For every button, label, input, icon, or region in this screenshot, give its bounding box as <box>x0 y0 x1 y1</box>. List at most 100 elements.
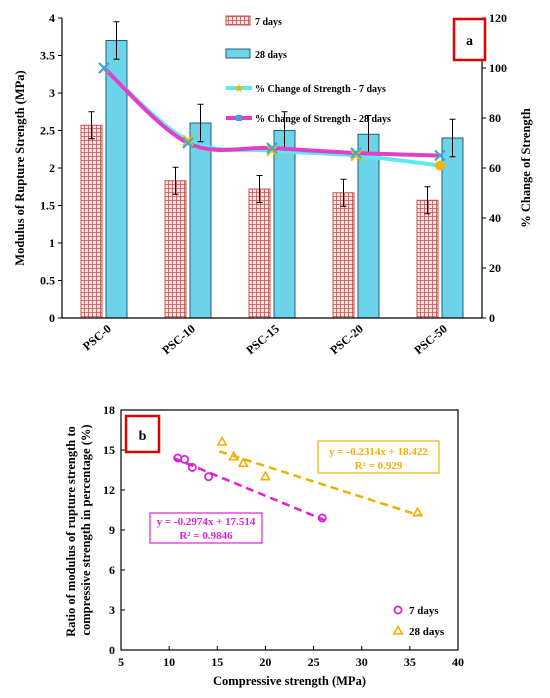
chart-b-trendlines <box>173 450 420 523</box>
chart-a-y-tick-label: 2.5 <box>40 124 55 138</box>
legend-marker-change-28days <box>236 115 242 121</box>
chart-a-y-tick-label: 3 <box>49 86 55 100</box>
chart-b-x-tick-label: 20 <box>259 655 271 669</box>
point-28days <box>411 506 424 517</box>
chart-a-x-tick-label: PSC-20 <box>327 322 366 358</box>
chart-b-eq-7days: y = -0.2974x + 17.514 <box>157 516 256 528</box>
chart-b-y-tick-label: 3 <box>109 603 115 617</box>
chart-a-x-tick-label: PSC-15 <box>243 322 282 358</box>
chart-a-legend: 7 days 28 days % Change of Strength - 7 da… <box>225 15 391 125</box>
chart-b: 0 3 6 9 12 15 18 5 10 15 20 25 30 35 40 Compressive s… <box>64 403 464 688</box>
chart-a-y-label: Modulus of Rupture Strength (MPa) <box>13 70 27 265</box>
chart-b-y-tick-label: 6 <box>109 563 115 577</box>
chart-a-x-ticks: PSC-0 PSC-10 PSC-15 PSC-20 PSC-50 <box>80 322 450 358</box>
chart-a-y2-ticks: 0 20 40 60 80 100 120 <box>482 11 507 325</box>
chart-b-eq-box-7days <box>149 512 263 544</box>
bar-7days <box>416 199 439 319</box>
legend-swatch-28days <box>225 48 251 59</box>
chart-b-panel-label-box <box>124 414 161 454</box>
chart-b-trendline-28days <box>218 450 420 517</box>
point-7days <box>187 462 197 472</box>
legend-marker-28days <box>392 624 404 635</box>
legend-label-7days: 7 days <box>409 605 439 617</box>
chart-a-y-tick-label: 1.5 <box>40 199 55 213</box>
legend-label-change-28days: % Change of Strength - 28 days <box>255 114 391 125</box>
chart-b-y-label: Ratio of modulus of rupture strength to … <box>64 423 93 637</box>
legend-swatch-7days <box>225 15 251 26</box>
marker-change-7days <box>266 144 278 157</box>
legend-label-28days: 28 days <box>255 50 287 61</box>
chart-a-x-tick-label: PSC-10 <box>159 322 198 358</box>
marker-change-28days <box>182 137 194 149</box>
chart-a-x-tick-label: PSC-50 <box>411 322 450 358</box>
chart-b-points <box>173 435 424 523</box>
chart-b-panel-label: b <box>139 429 147 444</box>
chart-b-x-ticks: 5 10 15 20 25 30 35 40 <box>118 646 464 669</box>
chart-a-y-tick-label: 1 <box>49 236 55 250</box>
bar-7days <box>332 192 355 319</box>
chart-b-r2-28days: R² = 0.929 <box>355 460 403 472</box>
chart-a-x-tick-label: PSC-0 <box>80 322 114 354</box>
chart-b-y-tick-label: 12 <box>103 483 115 497</box>
chart-b-y-ticks: 0 3 6 9 12 15 18 <box>103 403 125 657</box>
chart-a-lines <box>98 62 446 171</box>
chart-b-y-label-line-1: Ratio of modulus of rupture strength to <box>64 426 78 637</box>
chart-b-y-tick-label: 18 <box>103 403 115 417</box>
marker-change-7days <box>182 134 194 147</box>
chart-a-bars <box>80 21 464 319</box>
bar-7days <box>164 180 187 319</box>
chart-b-r2-7days: R² = 0.9846 <box>179 530 233 542</box>
chart-a-y-tick-label: 0 <box>49 311 55 325</box>
chart-b-y-tick-label: 9 <box>109 523 115 537</box>
chart-b-y-tick-label: 15 <box>103 443 115 457</box>
legend-label-28days: 28 days <box>409 626 445 638</box>
point-7days <box>204 472 214 482</box>
chart-b-x-tick-label: 30 <box>356 655 368 669</box>
bar-28days <box>357 133 380 319</box>
legend-marker-7days <box>393 605 403 615</box>
point-28days <box>216 435 228 446</box>
chart-a-y-tick-label: 4 <box>49 11 55 25</box>
chart-a-y-tick-label: 3.5 <box>40 49 55 63</box>
line-change-28days <box>102 66 441 158</box>
chart-a-y2-tick-label: 0 <box>489 311 495 325</box>
point-7days <box>180 454 190 464</box>
chart-a-panel-label-box <box>452 17 487 62</box>
chart-b-x-tick-label: 25 <box>308 655 320 669</box>
marker-change-28days <box>98 62 110 74</box>
chart-b-x-tick-label: 5 <box>118 655 124 669</box>
legend-marker-change-7days <box>234 84 244 92</box>
chart-a-y-ticks: 0 0.5 1 1.5 2 2.5 3 3.5 4 <box>40 11 62 325</box>
chart-b-x-label: Compressive strength (MPa) <box>213 674 366 688</box>
marker-change-28days <box>350 147 362 159</box>
chart-a-y2-tick-label: 20 <box>489 261 501 275</box>
chart-b-x-tick-label: 15 <box>211 655 223 669</box>
point-28days <box>237 457 249 468</box>
chart-a-panel-label: a <box>466 34 473 49</box>
marker-change-7days <box>435 160 445 171</box>
chart-b-x-tick-label: 10 <box>163 655 175 669</box>
point-28days <box>259 470 271 481</box>
bar-28days <box>189 122 212 319</box>
chart-b-eq-box-28days <box>317 440 440 474</box>
bar-7days <box>248 188 271 319</box>
chart-b-legend: 7 days 28 days <box>392 605 445 638</box>
legend-label-change-7days: % Change of Strength - 7 days <box>255 84 386 95</box>
chart-a-y2-tick-label: 60 <box>489 161 501 175</box>
chart-a-y2-label: % Change of Strength <box>519 108 533 228</box>
chart-a-y2-tick-label: 80 <box>489 111 501 125</box>
point-28days <box>228 450 240 461</box>
chart-b-eq-28days: y = -0.2314x + 18.422 <box>329 446 428 458</box>
chart-b-y-tick-label: 0 <box>109 643 115 657</box>
marker-change-7days <box>350 149 362 162</box>
chart-b-trendline-7days <box>173 456 329 523</box>
chart-a-y-tick-label: 0.5 <box>40 274 55 288</box>
chart-b-x-tick-label: 35 <box>404 655 416 669</box>
bar-7days <box>80 124 103 319</box>
marker-change-28days <box>434 149 446 162</box>
chart-a-y2-tick-label: 120 <box>489 11 507 25</box>
point-7days <box>317 513 327 523</box>
chart-b-x-tick-label: 40 <box>452 655 464 669</box>
